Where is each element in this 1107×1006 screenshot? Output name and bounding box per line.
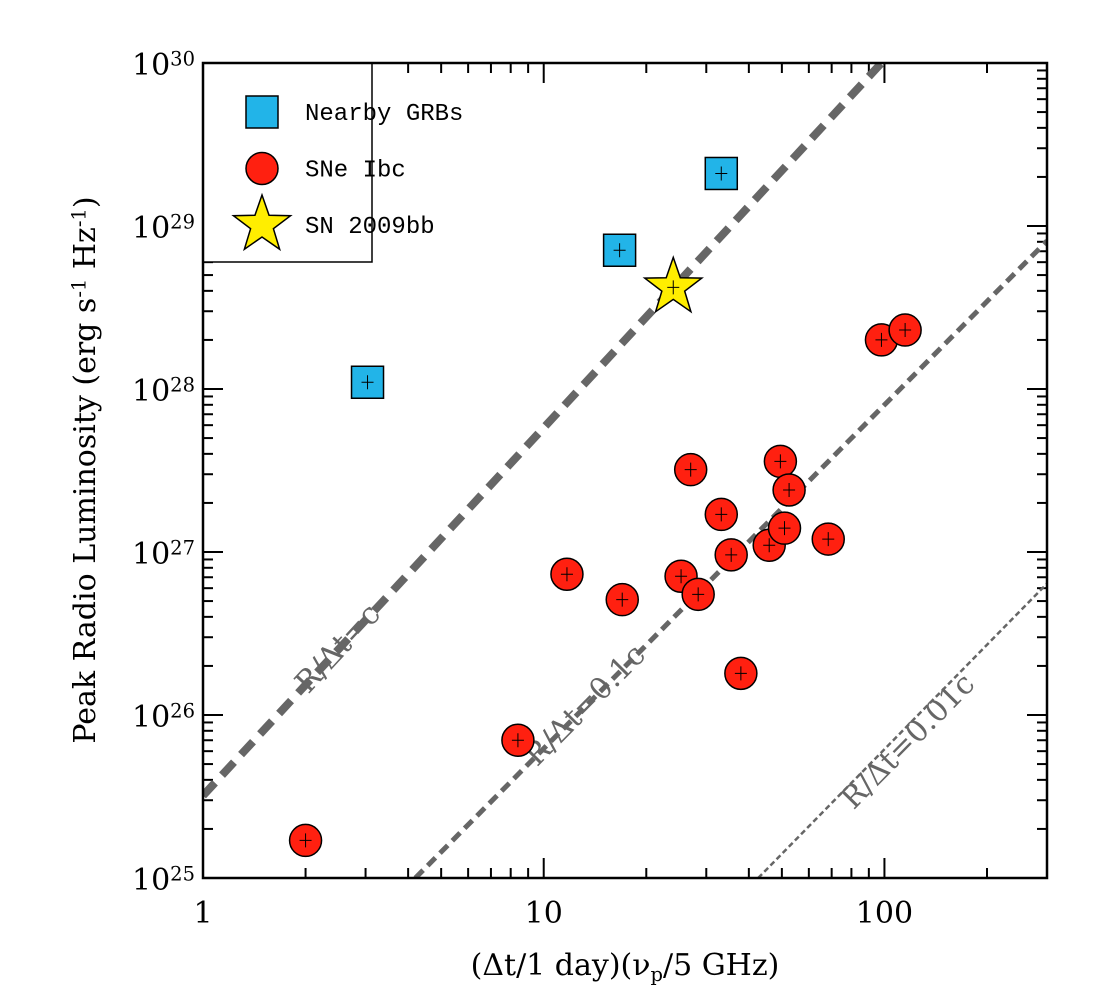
marker: [724, 656, 758, 691]
marker: [350, 365, 385, 400]
marker: [714, 538, 748, 572]
marker: [605, 582, 639, 617]
legend-box: [202, 62, 373, 263]
marker: [681, 577, 715, 612]
marker: [602, 233, 637, 267]
marker: [550, 557, 584, 592]
reference-line: [413, 239, 1047, 878]
marker: [767, 511, 802, 545]
marker: [501, 723, 535, 757]
marker: [245, 151, 279, 186]
x-tick-label: 1: [193, 896, 212, 931]
marker: [772, 473, 806, 507]
marker: [673, 452, 708, 487]
y-tick-label: 1029​: [132, 210, 195, 246]
marker: [811, 522, 845, 556]
y-axis-title: Peak Radio Luminosity (erg s-1​ Hz-1​): [67, 196, 103, 743]
y-tick-label: 1030​: [132, 47, 195, 83]
marker: [245, 95, 279, 129]
legend-text: SN 2009bb: [305, 214, 435, 241]
y-tick-label: 1025​: [132, 862, 195, 898]
reference-line: [757, 582, 1047, 878]
legend-text: Nearby GRBs: [305, 101, 463, 128]
reference-lines: [203, 63, 1047, 878]
marker: [704, 497, 739, 532]
marker: [231, 192, 293, 252]
y-tick-label: 1027​: [132, 536, 195, 572]
x-axis-title: (Δt/1 day)(νp​/5 GHz): [471, 948, 780, 986]
y-tick-label: 1026​: [132, 699, 195, 735]
y-tick-label: 1028​: [132, 373, 195, 409]
marker: [704, 156, 739, 191]
marker: [288, 823, 323, 858]
plot-frame: [201, 61, 1049, 880]
marker: [763, 444, 798, 479]
marker: [888, 313, 922, 347]
x-tick-label: 10: [525, 896, 563, 931]
legend-text: SNe Ibc: [305, 158, 406, 185]
x-tick-label: 100: [856, 896, 913, 931]
